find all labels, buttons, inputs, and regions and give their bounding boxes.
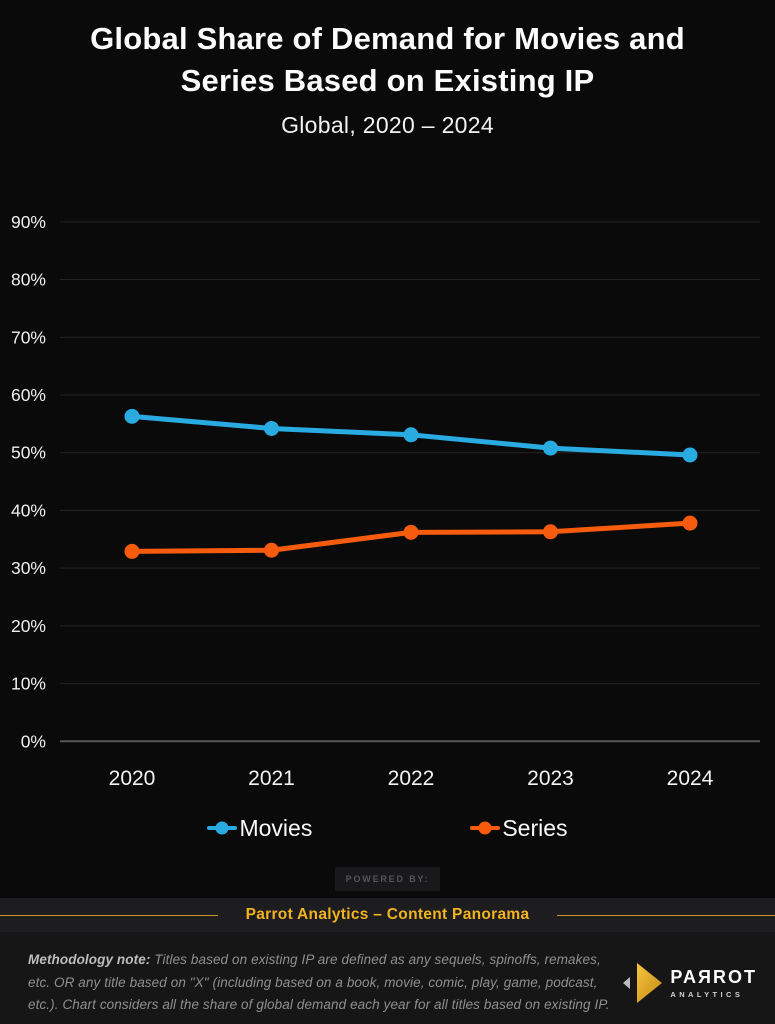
page-title: Global Share of Demand for Movies and Se… — [0, 18, 775, 102]
y-tick-label-0: 0% — [21, 731, 46, 751]
x-tick-label-2022: 2022 — [388, 767, 435, 790]
x-tick-label-2023: 2023 — [527, 767, 574, 790]
y-tick-label-80: 80% — [11, 270, 46, 290]
title-line-1: Global Share of Demand for Movies and — [90, 21, 685, 56]
legend-item-movies: Movies — [207, 815, 312, 842]
methodology-note-label: Methodology note: — [28, 952, 151, 967]
powered-by-row: POWERED BY: — [0, 867, 775, 891]
x-tick-label-2021: 2021 — [248, 767, 295, 790]
movies-line-marker-icon — [207, 821, 238, 835]
data-point-series-2022 — [403, 524, 419, 540]
left-triangle-icon — [623, 977, 631, 989]
chart-legend: Movies Series — [0, 806, 775, 850]
data-point-movies-2020 — [124, 408, 140, 424]
legend-label-series: Series — [502, 814, 568, 841]
data-point-series-2024 — [682, 515, 698, 531]
title-line-2: Series Based on Existing IP — [180, 63, 595, 99]
methodology-footer: Methodology note: Titles based on existi… — [0, 932, 775, 1024]
series-line-marker-icon — [470, 821, 501, 835]
movies-dot-icon — [215, 821, 229, 835]
methodology-note-text: Titles based on existing IP are defined … — [28, 952, 610, 1013]
y-tick-label-70: 70% — [11, 327, 46, 347]
x-tick-label-2020: 2020 — [109, 767, 156, 790]
gold-rule-right — [557, 914, 775, 916]
y-tick-label-60: 60% — [11, 385, 46, 405]
logo-subtext: ANALYTICS — [670, 989, 744, 999]
y-tick-label-90: 90% — [11, 212, 46, 232]
data-point-series-2020 — [124, 543, 140, 559]
data-point-movies-2021 — [264, 420, 279, 436]
line-chart: 0% 10% 20% 30% 40% 50% 60% 70% 80% 90% 2020 2021 202… — [11, 212, 760, 790]
brand-line: Parrot Analytics – Content Panorama — [245, 906, 530, 923]
data-point-movies-2024 — [682, 447, 698, 463]
powered-by-badge: POWERED BY: — [334, 867, 441, 891]
logo-wordmark: PAЯROT — [670, 966, 757, 987]
y-tick-label-30: 30% — [11, 558, 46, 578]
logo-text: PAЯROT ANALYTICS — [670, 968, 757, 999]
gold-rule-left — [0, 914, 218, 916]
data-point-series-2021 — [264, 542, 279, 558]
methodology-note: Methodology note: Titles based on existi… — [28, 949, 623, 1017]
chart-header: Global Share of Demand for Movies and Se… — [0, 18, 775, 139]
y-tick-label-10: 10% — [11, 674, 46, 694]
y-tick-label-40: 40% — [11, 500, 46, 520]
y-tick-label-50: 50% — [11, 443, 46, 463]
legend-item-series: Series — [470, 814, 568, 842]
page-subtitle: Global, 2020 – 2024 — [281, 112, 494, 139]
parrot-analytics-logo: PAЯROT ANALYTICS — [623, 963, 757, 1003]
brand-strip: Parrot Analytics – Content Panorama — [0, 898, 775, 932]
gold-triangle-icon — [637, 963, 663, 1003]
x-tick-label-2024: 2024 — [667, 767, 714, 790]
data-point-series-2023 — [543, 524, 558, 540]
data-point-movies-2023 — [543, 440, 558, 456]
series-dot-icon — [478, 821, 492, 835]
data-point-movies-2022 — [403, 427, 419, 443]
legend-label-movies: Movies — [239, 814, 313, 841]
y-tick-label-20: 20% — [11, 616, 46, 636]
